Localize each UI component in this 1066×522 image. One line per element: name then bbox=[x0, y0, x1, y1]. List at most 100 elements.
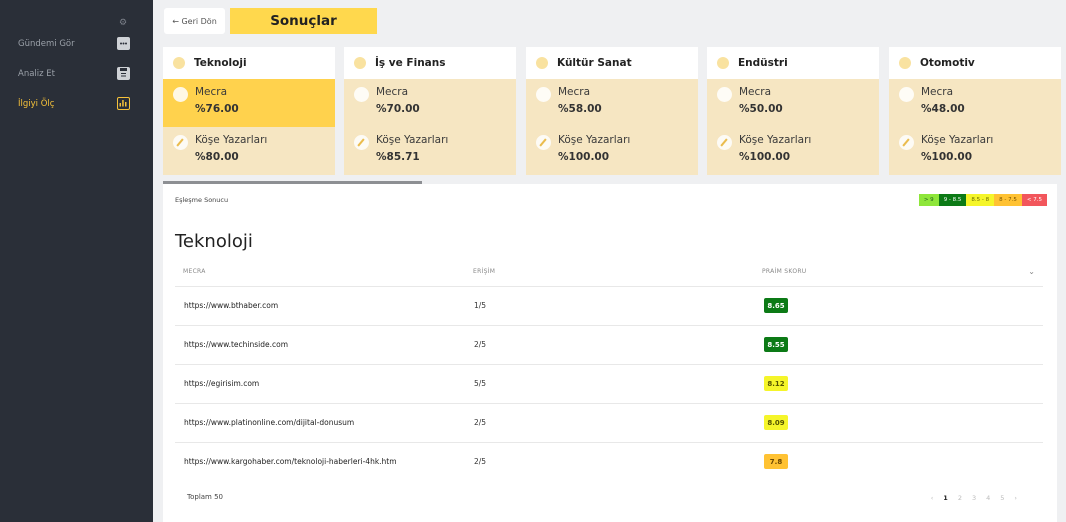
table-row[interactable]: https://egirisim.com 5/5 8.12 bbox=[175, 364, 1043, 403]
category-icon bbox=[173, 57, 185, 69]
category-card-automotive[interactable]: Otomotiv Mecra %48.00 Köşe Yazarları %10… bbox=[889, 47, 1061, 175]
media-label: Mecra bbox=[195, 86, 228, 98]
results-panel: Eşleşme Sonucu > 9 9 - 8.5 8.5 - 8 8 - 7… bbox=[163, 184, 1057, 522]
next-page-button[interactable]: › bbox=[1014, 494, 1017, 502]
media-url[interactable]: https://www.techinside.com bbox=[184, 340, 289, 349]
media-score-row[interactable]: Mecra %70.00 bbox=[344, 79, 516, 127]
columnist-label: Köşe Yazarları bbox=[558, 134, 631, 146]
media-url[interactable]: https://egirisim.com bbox=[184, 379, 260, 388]
category-card-technology[interactable]: Teknoloji Mecra %76.00 Köşe Yazarları %8… bbox=[163, 47, 335, 175]
page-title: Sonuçlar bbox=[230, 8, 377, 34]
category-card-culture-art[interactable]: Kültür Sanat Mecra %58.00 Köşe Yazarları… bbox=[526, 47, 698, 175]
column-header-score[interactable]: PRAİM SKORU bbox=[762, 268, 807, 275]
columnist-value: %100.00 bbox=[739, 151, 791, 163]
category-card-industry[interactable]: Endüstri Mecra %50.00 Köşe Yazarları %10… bbox=[707, 47, 879, 175]
sidebar-item-measure-interest[interactable]: İlgiyi Ölç bbox=[0, 95, 153, 117]
media-score-row[interactable]: Mecra %58.00 bbox=[526, 79, 698, 127]
total-count: Toplam 50 bbox=[187, 493, 223, 501]
table-row[interactable]: https://www.techinside.com 2/5 8.55 bbox=[175, 325, 1043, 364]
legend-item: 8.5 - 8 bbox=[966, 194, 995, 206]
columnist-value: %80.00 bbox=[195, 151, 239, 163]
media-score-row[interactable]: Mecra %50.00 bbox=[707, 79, 879, 127]
columnist-score-row[interactable]: Köşe Yazarları %100.00 bbox=[526, 127, 698, 175]
score-legend: > 9 9 - 8.5 8.5 - 8 8 - 7.5 < 7.5 bbox=[918, 194, 1047, 206]
columnist-score-row[interactable]: Köşe Yazarları %100.00 bbox=[707, 127, 879, 175]
columnist-score-row[interactable]: Köşe Yazarları %80.00 bbox=[163, 127, 335, 175]
bar-chart-icon bbox=[117, 97, 130, 110]
legend-item: 8 - 7.5 bbox=[994, 194, 1022, 206]
pen-icon bbox=[717, 135, 732, 150]
media-icon bbox=[536, 87, 551, 102]
media-icon bbox=[717, 87, 732, 102]
media-score-row[interactable]: Mecra %76.00 bbox=[163, 79, 335, 127]
sidebar-item-label: İlgiyi Ölç bbox=[18, 99, 55, 109]
columnist-score-row[interactable]: Köşe Yazarları %100.00 bbox=[889, 127, 1061, 175]
back-button[interactable]: ← Geri Dön bbox=[164, 8, 225, 34]
category-icon bbox=[899, 57, 911, 69]
category-card-business-finance[interactable]: İş ve Finans Mecra %70.00 Köşe Yazarları… bbox=[344, 47, 516, 175]
sidebar-item-label: Analiz Et bbox=[18, 69, 56, 79]
columnist-label: Köşe Yazarları bbox=[921, 134, 994, 146]
media-label: Mecra bbox=[376, 86, 409, 98]
pen-icon bbox=[354, 135, 369, 150]
category-icon bbox=[354, 57, 366, 69]
pagination: ‹ 1 2 3 4 5 › bbox=[931, 494, 1017, 502]
page-button[interactable]: 2 bbox=[957, 494, 962, 502]
media-url[interactable]: https://www.bthaber.com bbox=[184, 301, 279, 310]
column-header-reach[interactable]: ERİŞİM bbox=[473, 268, 496, 275]
media-icon bbox=[899, 87, 914, 102]
prev-page-button[interactable]: ‹ bbox=[930, 494, 934, 502]
page-button[interactable]: 1 bbox=[943, 494, 948, 502]
media-value: %76.00 bbox=[195, 103, 239, 115]
legend-item: 9 - 8.5 bbox=[938, 194, 967, 206]
match-result-label: Eşleşme Sonucu bbox=[175, 196, 229, 204]
settings-icon[interactable]: ⚙ bbox=[119, 18, 128, 28]
sidebar-item-agenda[interactable]: Gündemi Gör bbox=[0, 35, 153, 57]
pen-icon bbox=[173, 135, 188, 150]
table-row[interactable]: https://www.bthaber.com 1/5 8.65 bbox=[175, 286, 1043, 325]
score-badge: 8.12 bbox=[764, 376, 788, 391]
media-label: Mecra bbox=[921, 86, 954, 98]
section-title: Teknoloji bbox=[175, 231, 253, 252]
horizontal-scrollbar[interactable] bbox=[163, 181, 422, 184]
reach-value: 5/5 bbox=[474, 379, 487, 388]
media-url[interactable]: https://www.kargohaber.com/teknoloji-hab… bbox=[184, 457, 397, 466]
category-icon bbox=[717, 57, 729, 69]
page-button[interactable]: 4 bbox=[986, 494, 991, 502]
media-label: Mecra bbox=[739, 86, 772, 98]
columnist-value: %100.00 bbox=[558, 151, 610, 163]
media-icon bbox=[354, 87, 369, 102]
category-title: Endüstri bbox=[738, 57, 788, 69]
columnist-label: Köşe Yazarları bbox=[376, 134, 449, 146]
column-header-media[interactable]: MECRA bbox=[183, 268, 206, 275]
columnist-value: %100.00 bbox=[921, 151, 973, 163]
media-score-row[interactable]: Mecra %48.00 bbox=[889, 79, 1061, 127]
score-badge: 8.09 bbox=[764, 415, 788, 430]
sidebar-item-label: Gündemi Gör bbox=[18, 39, 75, 49]
page-button[interactable]: 3 bbox=[971, 494, 977, 502]
reach-value: 2/5 bbox=[474, 340, 487, 349]
media-value: %70.00 bbox=[376, 103, 420, 115]
category-icon bbox=[536, 57, 548, 69]
sidebar: ⚙ Gündemi Gör Analiz Et İlgiyi Ölç bbox=[0, 0, 153, 522]
category-title: Teknoloji bbox=[194, 57, 247, 69]
media-url[interactable]: https://www.platinonline.com/dijital-don… bbox=[184, 418, 355, 427]
chevron-down-icon[interactable]: ⌄ bbox=[1028, 267, 1035, 276]
score-badge: 8.55 bbox=[764, 337, 788, 352]
table-row[interactable]: https://www.kargohaber.com/teknoloji-hab… bbox=[175, 442, 1043, 481]
score-badge: 7.8 bbox=[764, 454, 788, 469]
legend-item: < 7.5 bbox=[1021, 194, 1047, 206]
columnist-label: Köşe Yazarları bbox=[739, 134, 812, 146]
chat-icon bbox=[117, 37, 130, 50]
media-value: %50.00 bbox=[739, 103, 783, 115]
media-value: %58.00 bbox=[558, 103, 602, 115]
columnist-value: %85.71 bbox=[376, 151, 420, 163]
reach-value: 2/5 bbox=[474, 418, 487, 427]
table-row[interactable]: https://www.platinonline.com/dijital-don… bbox=[175, 403, 1043, 442]
page-button[interactable]: 5 bbox=[1000, 494, 1005, 502]
pen-icon bbox=[536, 135, 551, 150]
reach-value: 2/5 bbox=[474, 457, 487, 466]
columnist-score-row[interactable]: Köşe Yazarları %85.71 bbox=[344, 127, 516, 175]
reach-value: 1/5 bbox=[474, 301, 487, 310]
sidebar-item-analyze[interactable]: Analiz Et bbox=[0, 65, 153, 87]
